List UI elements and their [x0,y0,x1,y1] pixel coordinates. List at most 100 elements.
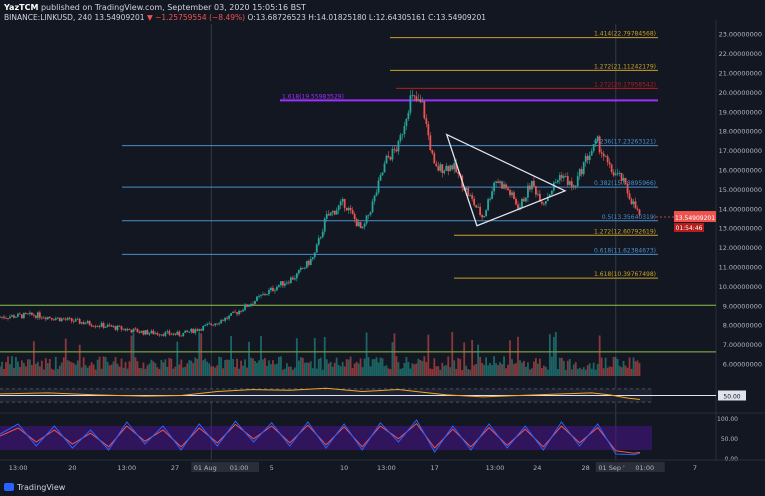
candle-body [266,294,268,296]
candle-body [359,222,362,229]
volume-bar [120,358,123,376]
fib-label-7: 1.272(12.60792619) [594,228,656,235]
ohlc-close: C:13.54909201 [428,13,486,22]
volume-bar [244,359,246,376]
symbol-label[interactable]: BINANCE:LINKUSD, 240 [4,13,93,22]
volume-bar [11,356,13,376]
x-tick-label: 01 Sep '20 [598,464,633,472]
candle-body [564,176,567,177]
volume-bar [60,362,63,376]
volume-bar [226,359,229,376]
fib-label-8: 0.618(11.62384673) [594,247,656,254]
candle-body [206,324,209,325]
candle-body [634,201,637,209]
publisher-name[interactable]: YazTCM [4,3,39,12]
candle-body [529,185,531,190]
candle-body [11,315,13,317]
candle-body [262,294,264,296]
candle-body [184,330,187,333]
candle-body [638,209,641,215]
volume-bar [178,364,181,376]
candle-body [252,303,254,305]
volume-bar [307,362,310,376]
candle-body [5,317,7,319]
candle-body [66,317,69,320]
candle-body [540,201,543,204]
countdown-tag-bg [674,223,704,233]
volume-bar [248,341,250,376]
volume-bar [564,369,567,376]
volume-bar [136,361,139,376]
volume-bar [343,366,346,376]
volume-bar [74,364,77,376]
candle-body [515,198,517,205]
volume-bar [164,359,167,376]
volume-bar [176,341,179,376]
candle-body [415,96,418,101]
candle-body [94,326,97,328]
volume-bar [26,359,29,376]
candle-body [112,326,115,327]
volume-bar [391,342,394,376]
volume-bar [78,344,81,376]
volume-bar [50,368,53,376]
candle-body [208,323,211,325]
volume-bar [351,367,354,376]
volume-bar [357,363,360,376]
candle-body [550,190,553,195]
candle-body [467,187,470,196]
candle-body [600,152,603,154]
volume-bar [435,366,438,376]
candle-body [566,176,569,185]
candle-body [317,238,320,245]
candle-body [152,330,155,335]
candle-body [291,277,294,280]
volume-bar [359,358,362,376]
candle-body [375,192,378,196]
volume-bar [222,368,225,376]
volume-bar [393,333,396,376]
y-tick-label: 12.00000000 [719,244,762,252]
volume-bar [469,369,472,376]
candle-body [473,198,476,206]
volume-bar [618,365,621,376]
volume-bar [616,359,619,376]
candle-body [544,201,547,204]
candle-body [48,316,51,318]
footer-brand[interactable]: TradingView [4,483,65,492]
candle-body [431,150,434,154]
candle-body [176,331,179,335]
candle-body [150,330,153,334]
candle-body [305,260,308,268]
volume-bar [52,369,55,376]
volume-bar [562,360,565,376]
candle-body [190,328,193,332]
candle-body [319,237,322,239]
volume-bar [531,368,533,376]
volume-bar [363,358,366,376]
volume-bar [399,368,402,376]
y-tick-label: 19.00000000 [719,108,762,116]
candle-body [100,323,103,327]
volume-bar [463,342,466,376]
volume-bar [341,361,344,376]
volume-bar [184,366,187,376]
candle-body [52,319,55,321]
y-tick-label: 17.00000000 [719,147,762,155]
candle-body [285,282,288,284]
candle-body [399,135,402,141]
x-tick-label: 24 [533,464,541,472]
candle-body [230,313,232,316]
candle-body [122,328,125,330]
volume-bar [206,361,209,376]
candle-body [606,156,609,163]
candle-body [489,198,491,200]
volume-bar [112,361,115,376]
candle-body [371,201,374,213]
candle-body [455,162,458,173]
candle-body [598,136,601,153]
x-tick-label: 01:00 [635,464,654,472]
volume-bar [305,362,308,376]
candle-body [162,334,165,336]
stoch-tick-label: 50.00 [721,436,738,443]
